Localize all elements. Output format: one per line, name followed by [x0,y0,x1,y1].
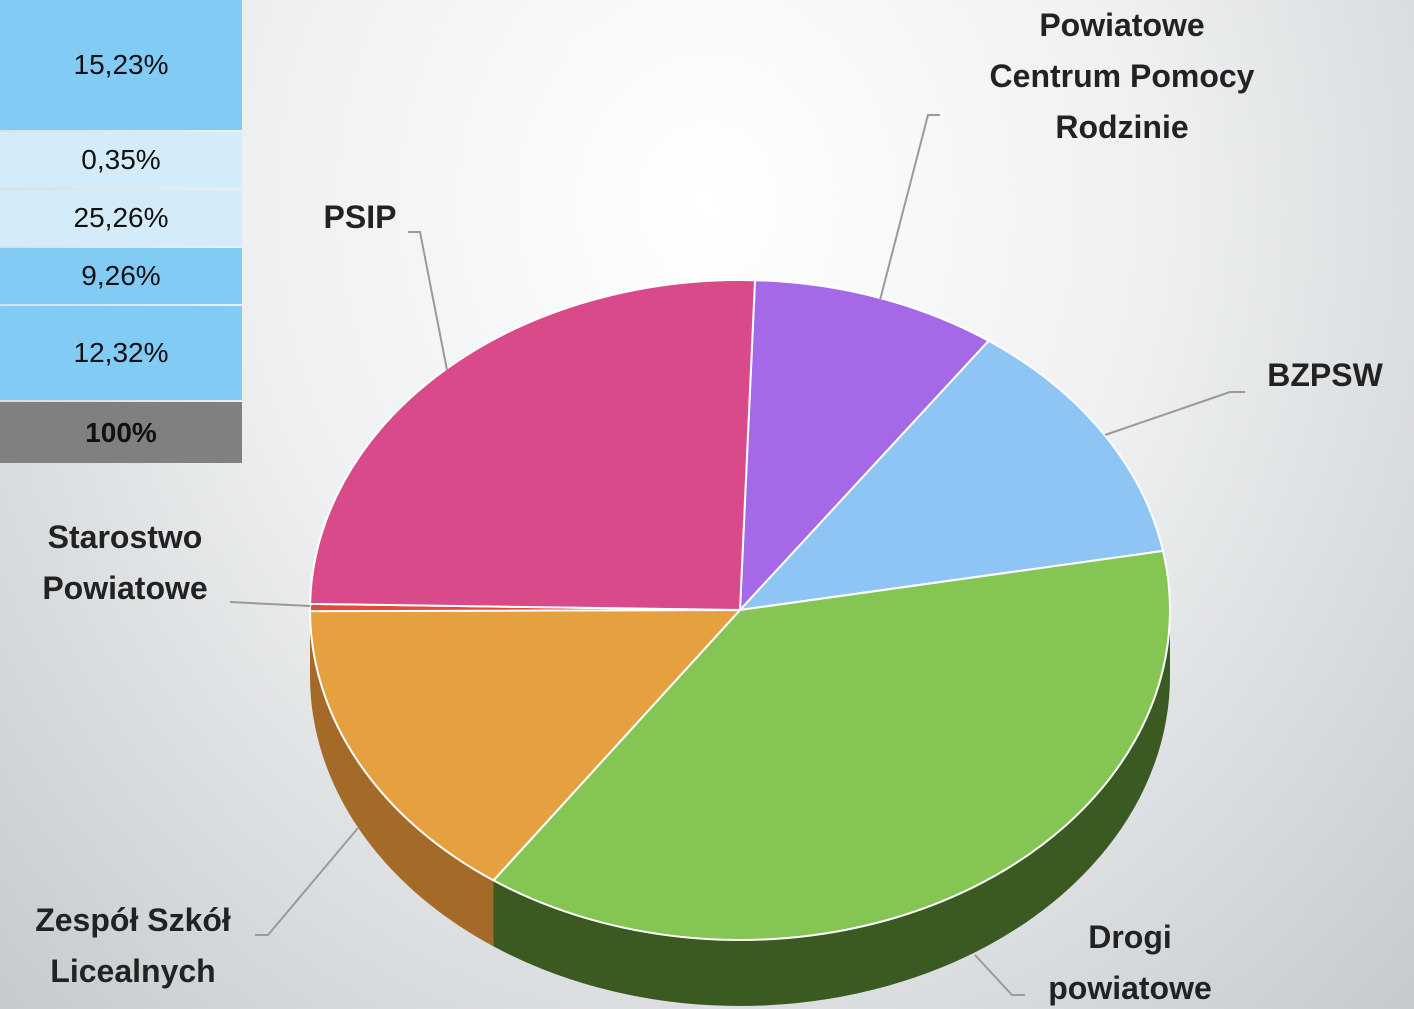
slice-label: Zespół Szkół Licealnych [35,902,231,989]
slice-label: Powiatowe Centrum Pomocy Rodzinie [989,7,1255,145]
leader-line [879,114,940,301]
table-cell: 100% [0,402,242,463]
leader-line [255,827,359,936]
slice-label: BZPSW [1267,357,1383,393]
table-cell: 15,23% [0,0,242,130]
slice-label: Drogi powiatowe [1048,919,1212,1006]
leader-line [229,601,311,607]
leader-line [974,954,1025,996]
slice [737,339,1165,612]
slice-side [310,611,494,947]
slice-label: Starostwo Powiatowe [42,519,208,606]
table-cell: 12,32% [0,306,242,400]
leader-line [408,231,448,371]
slice [309,279,757,612]
slice [738,279,991,613]
slice [491,549,1171,941]
table-cell: 25,26% [0,190,242,246]
table-cell: 9,26% [0,248,242,304]
leader-lines [229,114,1245,996]
slice-side [493,610,1170,1007]
table-cell: 0,35% [0,132,242,188]
slice-label: PSIP [323,199,397,235]
leader-line [1104,391,1245,436]
slice [308,608,743,882]
